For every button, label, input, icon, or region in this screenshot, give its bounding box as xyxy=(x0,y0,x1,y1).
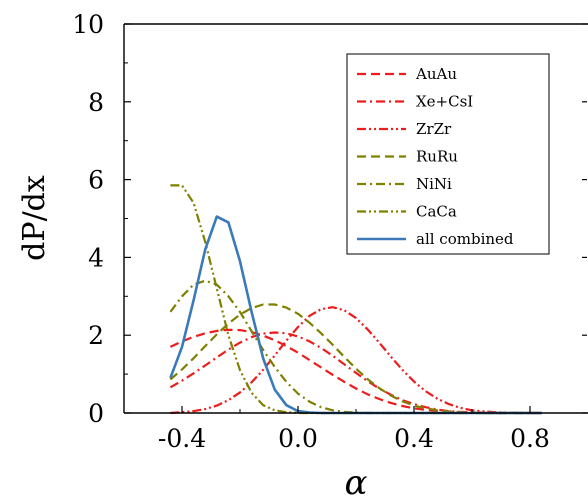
legend-entries: AuAu Xe+CsI ZrZr RuRu NiNi CaCa all combined xyxy=(357,65,514,248)
series-line-zrzr xyxy=(170,306,542,415)
legend-label: ZrZr xyxy=(416,120,452,138)
x-tick-label: 0.0 xyxy=(278,424,318,453)
x-tick-label: -0.4 xyxy=(158,424,206,453)
legend-label: NiNi xyxy=(416,175,452,193)
series-line-ruru xyxy=(169,303,542,415)
y-tick-label: 8 xyxy=(88,88,104,117)
ticks-layer: -0.4 0.0 0.4 0.8 0 2 4 6 8 10 xyxy=(72,10,587,453)
y-tick-label: 2 xyxy=(88,321,104,350)
legend-label: AuAu xyxy=(415,65,457,83)
x-tick-label: 0.8 xyxy=(510,424,550,453)
legend-label: Xe+CsI xyxy=(416,93,473,111)
y-tick-label: 4 xyxy=(88,243,104,272)
legend-label: CaCa xyxy=(416,203,457,221)
y-tick-label: 10 xyxy=(72,10,104,39)
y-tick-label: 6 xyxy=(88,166,104,195)
legend-box xyxy=(346,53,550,255)
legend: AuAu Xe+CsI ZrZr RuRu NiNi CaCa all combined xyxy=(346,53,550,255)
legend-label: RuRu xyxy=(416,148,458,166)
y-tick-label: 0 xyxy=(88,399,104,428)
y-axis-title: dP/dx xyxy=(17,175,52,261)
legend-label: all combined xyxy=(416,230,514,248)
x-axis-title: α xyxy=(345,463,368,500)
x-tick-label: 0.4 xyxy=(394,424,434,453)
